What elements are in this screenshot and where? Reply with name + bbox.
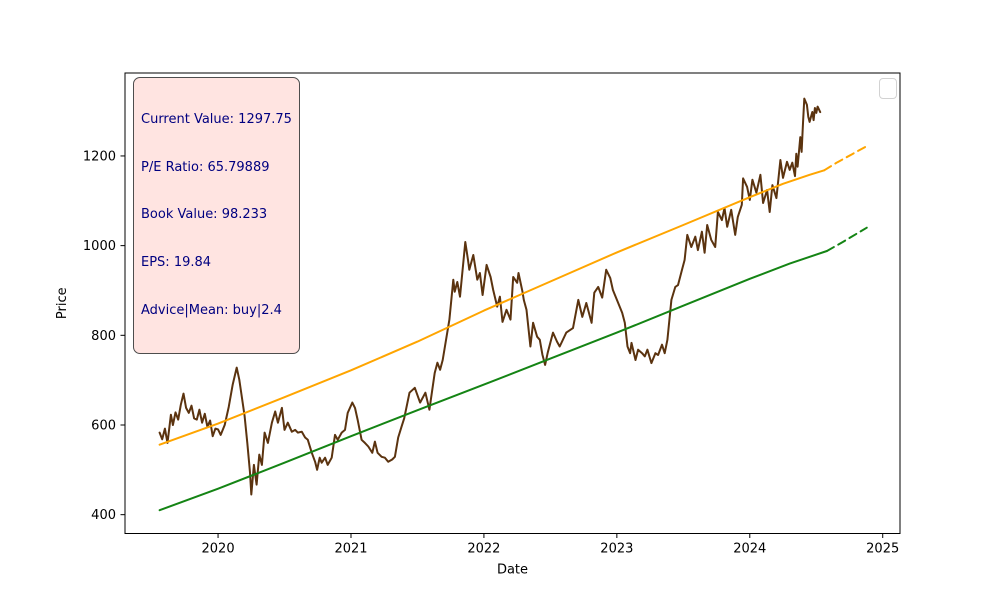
info-eps: EPS: 19.84 [141, 254, 212, 270]
y-tick-label: 1200 [83, 149, 116, 164]
x-tick-label: 2024 [733, 542, 766, 557]
legend-box-empty [879, 78, 897, 99]
y-tick-label: 1000 [83, 239, 116, 254]
x-axis-label: Date [497, 563, 528, 578]
x-tick-label: 2025 [866, 542, 899, 557]
plot-frame [124, 72, 901, 534]
x-tick-label: 2020 [202, 542, 235, 557]
series-price-line [158, 97, 822, 496]
y-tick-label: 800 [91, 329, 116, 344]
series-lower-trend-line [158, 250, 828, 512]
x-tick-label: 2022 [467, 542, 500, 557]
series-upper-trend-line [158, 169, 826, 446]
info-current-value: Current Value: 1297.75 [141, 111, 292, 127]
series-upper-trend-forecast-line [823, 145, 868, 172]
y-tick-label: 400 [91, 508, 116, 523]
x-tick-label: 2021 [334, 542, 367, 557]
info-advice-mean: Advice|Mean: buy|2.4 [141, 302, 282, 318]
stock-info-box: Current Value: 1297.75 P/E Ratio: 65.798… [133, 77, 300, 355]
x-tick-label: 2023 [600, 542, 633, 557]
series-lower-trend-forecast-line [825, 226, 868, 252]
info-book-value: Book Value: 98.233 [141, 207, 268, 223]
y-axis-label: Price [55, 287, 70, 319]
y-tick-label: 600 [91, 418, 116, 433]
info-pe-ratio: P/E Ratio: 65.79889 [141, 159, 270, 175]
